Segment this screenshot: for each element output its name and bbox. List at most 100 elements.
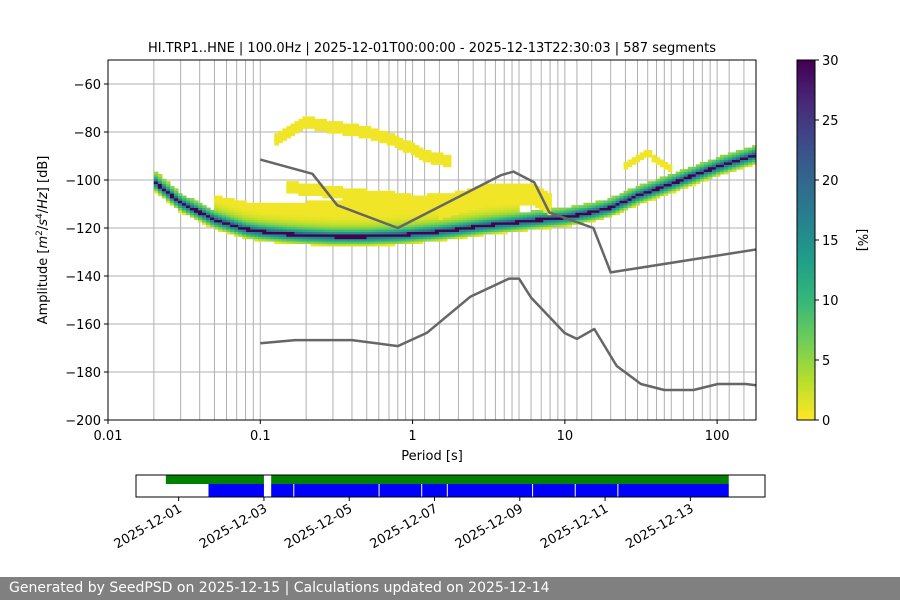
heatmap-cell <box>442 159 448 163</box>
heatmap-cell <box>483 207 488 211</box>
heatmap-cell <box>394 135 400 139</box>
heatmap-cell <box>531 190 536 194</box>
heatmap-cell <box>507 188 512 192</box>
heatmap-cell <box>334 217 340 220</box>
heatmap-cell <box>342 123 348 127</box>
heatmap-cell <box>234 226 239 230</box>
heatmap-cell <box>234 222 239 225</box>
heatmap-cell <box>531 200 536 204</box>
heatmap-cell <box>483 219 488 223</box>
heatmap-cell <box>226 219 231 223</box>
heatmap-cell <box>462 212 468 216</box>
heatmap-cell <box>334 238 340 242</box>
heatmap-cell <box>262 231 267 235</box>
heatmap-cell <box>531 188 536 192</box>
colorbar-cell <box>797 132 815 136</box>
heatmap-cell <box>374 226 380 230</box>
heatmap-cell <box>426 212 432 216</box>
heatmap-cell <box>354 241 360 244</box>
heatmap-cell <box>350 229 356 232</box>
colorbar-cell <box>797 408 815 412</box>
heatmap-cell <box>699 171 705 175</box>
heatmap-cell <box>222 207 227 211</box>
heatmap-cell <box>386 234 392 237</box>
heatmap-cell <box>523 198 528 201</box>
heatmap-cell <box>202 212 207 216</box>
heatmap-cell <box>402 214 408 218</box>
heatmap-cell <box>386 241 392 244</box>
heatmap-cell <box>250 212 255 216</box>
heatmap-cell <box>298 190 303 194</box>
heatmap-cell <box>683 176 689 180</box>
heatmap-cell <box>499 224 504 228</box>
heatmap-cell <box>338 195 344 199</box>
heatmap-cell <box>446 210 452 213</box>
heatmap-cell <box>719 157 725 160</box>
heatmap-cell <box>238 212 243 216</box>
heatmap-cell <box>366 193 372 196</box>
heatmap-cell <box>310 200 316 204</box>
heatmap-cell <box>567 214 572 218</box>
heatmap-cell <box>262 217 267 220</box>
heatmap-cell <box>615 210 621 213</box>
heatmap-cell <box>450 234 456 237</box>
heatmap-cell <box>426 219 432 223</box>
heatmap-cell <box>193 207 199 211</box>
heatmap-cell <box>571 212 576 216</box>
heatmap-cell <box>527 217 532 220</box>
heatmap-cell <box>703 166 709 170</box>
heatmap-cell <box>695 181 701 184</box>
colorbar-cell <box>797 96 815 100</box>
heatmap-cell <box>511 217 516 220</box>
heatmap-cell <box>230 214 235 218</box>
heatmap-cell <box>410 142 416 146</box>
heatmap-cell <box>238 207 243 211</box>
heatmap-cell <box>270 212 275 216</box>
heatmap-cell <box>314 183 320 187</box>
heatmap-cell <box>270 202 275 206</box>
heatmap-cell <box>282 226 287 230</box>
heatmap-cell <box>535 193 540 196</box>
heatmap-cell <box>382 202 388 206</box>
heatmap-cell <box>214 205 219 208</box>
heatmap-cell <box>322 186 328 189</box>
heatmap-cell <box>330 217 336 220</box>
heatmap-cell <box>511 200 516 204</box>
heatmap-cell <box>434 219 440 223</box>
heatmap-cell <box>527 190 532 194</box>
heatmap-cell <box>675 188 681 192</box>
heatmap-cell <box>495 212 500 216</box>
heatmap-cell <box>635 159 641 163</box>
heatmap-cell <box>619 198 625 201</box>
timeline-bars <box>165 475 729 497</box>
heatmap-cell <box>310 222 316 225</box>
colorbar-tick-label: 10 <box>822 294 839 309</box>
heatmap-cell <box>362 217 368 220</box>
heatmap-cell <box>679 174 685 177</box>
heatmap-cell <box>258 202 263 206</box>
heatmap-cell <box>615 200 621 204</box>
heatmap-cell <box>695 169 701 172</box>
heatmap-cell <box>563 222 568 225</box>
heatmap-cell <box>394 217 400 220</box>
heatmap-cell <box>527 198 532 201</box>
heatmap-cell <box>466 234 472 237</box>
heatmap-cell <box>390 200 396 204</box>
colorbar-cell <box>797 81 815 85</box>
plot-frame <box>107 59 757 421</box>
heatmap-cell <box>266 236 271 240</box>
heatmap-cell <box>639 154 645 158</box>
heatmap-cell <box>414 150 420 153</box>
heatmap-cell <box>462 217 468 220</box>
heatmap-cell <box>479 214 484 218</box>
heatmap-cell <box>442 226 448 230</box>
heatmap-cell <box>531 226 536 230</box>
heatmap-cell <box>470 212 476 216</box>
heatmap-cell <box>607 212 613 216</box>
heatmap-cell <box>458 205 464 208</box>
heatmap-cell <box>302 186 307 189</box>
heatmap-cell <box>153 171 159 175</box>
colorbar-cell <box>797 123 815 127</box>
heatmap-cell <box>683 174 689 177</box>
heatmap-cell <box>406 234 412 237</box>
